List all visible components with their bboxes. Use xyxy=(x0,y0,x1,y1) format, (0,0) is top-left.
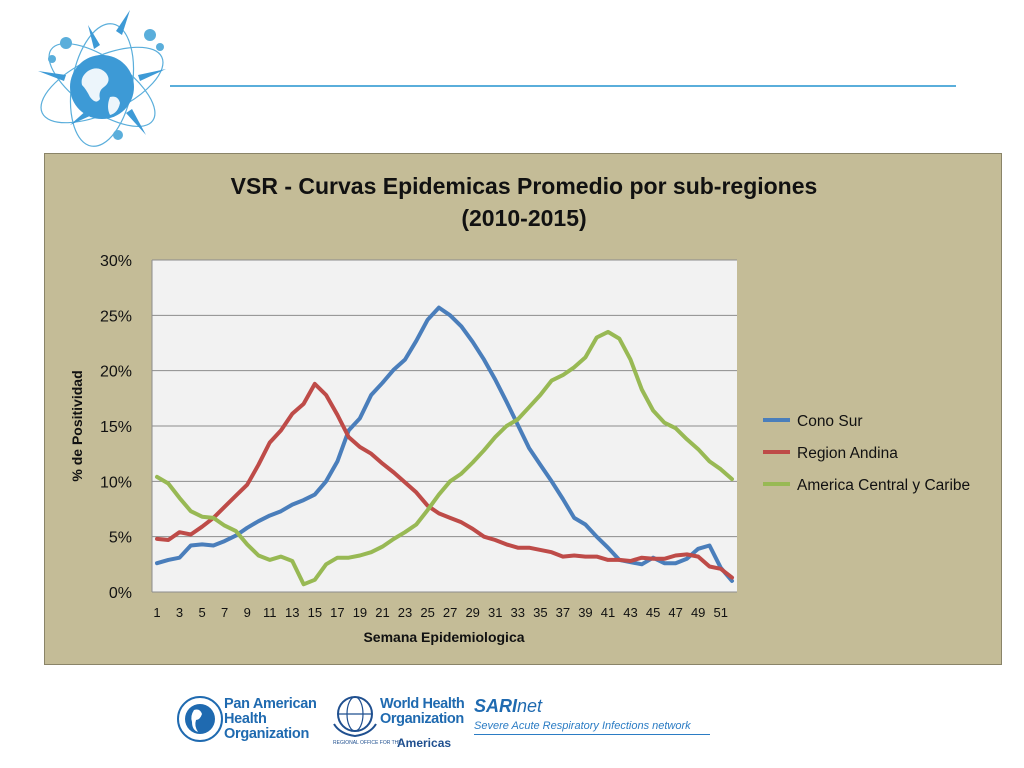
x-tick-label: 1 xyxy=(153,605,160,620)
line-chart: 0%5%10%15%20%25%30% 1 3 5 7 9 11 13 15 17 19 21 23 2… xyxy=(69,253,970,645)
x-tick-label: 39 xyxy=(578,605,592,620)
paho-name-line-2: Health xyxy=(224,711,267,727)
y-tick-label: 25% xyxy=(100,308,132,325)
paho-name-line-1: Pan American xyxy=(224,696,317,712)
who-name: World Health Organization xyxy=(380,697,480,727)
who-name-line-2: Organization xyxy=(380,711,464,727)
x-tick-label: 9 xyxy=(244,605,251,620)
x-tick-label: 31 xyxy=(488,605,502,620)
x-tick-label: 21 xyxy=(375,605,389,620)
x-tick-label: 17 xyxy=(330,605,344,620)
legend-label: Region Andina xyxy=(797,445,898,462)
globe-virus-orbit-logo-icon xyxy=(38,10,166,147)
sarinet-subtitle: Severe Acute Respiratory Infections netw… xyxy=(474,720,691,732)
x-tick-label: 43 xyxy=(623,605,637,620)
y-tick-label: 5% xyxy=(109,530,132,547)
header-divider xyxy=(170,85,956,87)
x-tick-label: 23 xyxy=(398,605,412,620)
x-tick-label: 3 xyxy=(176,605,183,620)
y-tick-label: 20% xyxy=(100,364,132,381)
chart-title-block: VSR - Curvas Epidemicas Promedio por sub… xyxy=(45,170,1003,234)
x-tick-label: 33 xyxy=(511,605,525,620)
chart-panel: VSR - Curvas Epidemicas Promedio por sub… xyxy=(44,153,1002,665)
x-tick-label: 11 xyxy=(263,605,277,620)
series-line-america-central-y-caribe xyxy=(155,329,734,587)
who-name-line-1: World Health xyxy=(380,696,465,712)
legend-label: Cono Sur xyxy=(797,413,862,430)
y-tick-label: 30% xyxy=(100,253,132,270)
chart-subtitle: (2010-2015) xyxy=(461,205,587,231)
x-tick-label: 15 xyxy=(308,605,322,620)
who-emblem-icon xyxy=(333,696,377,738)
y-axis-label: % de Positividad xyxy=(69,370,85,481)
sarinet-underline xyxy=(474,734,710,735)
y-tick-label: 0% xyxy=(109,585,132,602)
x-tick-label: 51 xyxy=(713,605,727,620)
who-region-label: Americas xyxy=(397,736,452,750)
paho-globe-seal-icon xyxy=(177,696,223,742)
x-tick-label: 5 xyxy=(198,605,205,620)
paho-name: Pan American Health Organization xyxy=(224,697,324,742)
chart-title: VSR - Curvas Epidemicas Promedio por sub… xyxy=(230,173,818,199)
x-tick-label: 19 xyxy=(353,605,367,620)
x-tick-label: 29 xyxy=(465,605,479,620)
y-tick-label: 10% xyxy=(100,474,132,491)
x-tick-label: 13 xyxy=(285,605,299,620)
y-tick-label: 15% xyxy=(100,419,132,436)
x-tick-label: 45 xyxy=(646,605,660,620)
x-tick-label: 37 xyxy=(556,605,570,620)
x-tick-label: 25 xyxy=(420,605,434,620)
x-tick-label: 49 xyxy=(691,605,705,620)
sarinet-name-prefix: SARI xyxy=(474,696,518,716)
x-axis-label: Semana Epidemiologica xyxy=(363,629,524,645)
sarinet-name: SARInet xyxy=(474,696,542,717)
x-tick-label: 27 xyxy=(443,605,457,620)
x-tick-label: 7 xyxy=(221,605,228,620)
x-tick-label: 35 xyxy=(533,605,547,620)
x-tick-label: 47 xyxy=(668,605,682,620)
sarinet-name-suffix: net xyxy=(517,696,543,716)
paho-name-line-3: Organization xyxy=(224,726,310,742)
x-tick-label: 41 xyxy=(601,605,615,620)
series-line-region-andina xyxy=(155,381,734,580)
series-line-cono-sur xyxy=(155,305,734,583)
who-office-label: REGIONAL OFFICE FOR THE xyxy=(333,740,402,746)
legend-label: America Central y Caribe xyxy=(797,477,970,494)
